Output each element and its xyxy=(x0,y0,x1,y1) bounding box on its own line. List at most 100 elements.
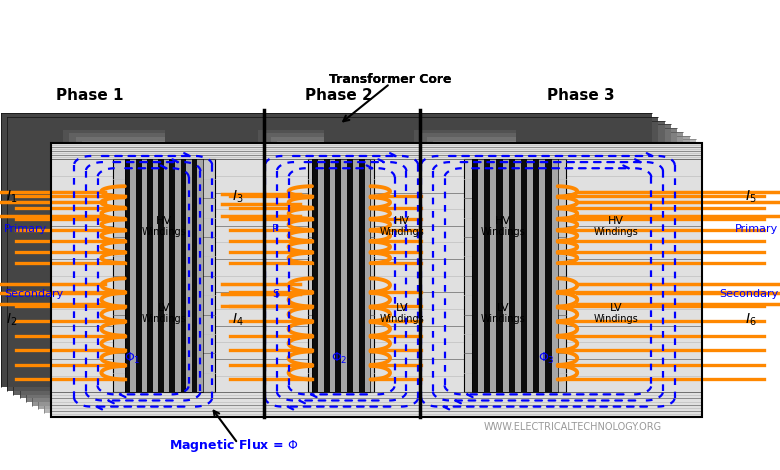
Bar xyxy=(153,159,158,392)
Bar xyxy=(169,159,175,392)
Bar xyxy=(125,159,203,392)
Text: Transformer Core: Transformer Core xyxy=(328,73,452,86)
Bar xyxy=(177,137,271,370)
Bar xyxy=(13,121,665,137)
Bar xyxy=(44,139,696,156)
Bar xyxy=(215,159,308,392)
Text: Magnetic Flux = $\Phi$: Magnetic Flux = $\Phi$ xyxy=(169,437,299,454)
Bar xyxy=(113,159,214,392)
Bar xyxy=(44,156,107,389)
Bar xyxy=(180,159,186,392)
Bar xyxy=(51,392,702,417)
Bar xyxy=(164,159,169,392)
Bar xyxy=(335,159,342,392)
Bar xyxy=(318,159,324,392)
Bar xyxy=(359,159,364,392)
Text: LV: LV xyxy=(158,304,170,313)
Bar xyxy=(38,135,690,152)
Text: Windings: Windings xyxy=(480,313,526,324)
Bar xyxy=(534,159,539,392)
Bar xyxy=(324,159,330,392)
Bar xyxy=(208,156,302,389)
Bar xyxy=(353,159,359,392)
Bar xyxy=(51,143,702,159)
Bar xyxy=(1,130,63,363)
Bar xyxy=(20,374,671,399)
Text: HV: HV xyxy=(394,216,410,226)
Text: LV: LV xyxy=(395,304,408,313)
Bar xyxy=(20,141,82,374)
Bar xyxy=(13,370,665,395)
Bar xyxy=(51,392,702,417)
Text: Windings: Windings xyxy=(379,313,424,324)
Bar xyxy=(356,148,445,381)
Bar xyxy=(324,130,414,363)
Bar xyxy=(528,137,665,370)
Bar xyxy=(192,159,197,392)
Text: $I_6$: $I_6$ xyxy=(745,311,757,328)
Text: $I_4$: $I_4$ xyxy=(232,311,243,328)
Text: Windings: Windings xyxy=(594,313,639,324)
Bar xyxy=(26,144,88,377)
Text: Phase 1: Phase 1 xyxy=(56,88,123,103)
Bar xyxy=(349,144,439,377)
Bar xyxy=(347,159,353,392)
Bar xyxy=(521,159,527,392)
Bar xyxy=(125,159,130,392)
Bar xyxy=(502,159,509,392)
Bar xyxy=(215,159,308,392)
Bar xyxy=(44,389,696,413)
Text: Windings: Windings xyxy=(594,227,639,236)
Text: $I_2$: $I_2$ xyxy=(6,311,18,328)
Text: WWW.ELECTRICALTECHNOLOGY.ORG: WWW.ELECTRICALTECHNOLOGY.ORG xyxy=(484,422,661,432)
Bar xyxy=(202,152,296,385)
Bar xyxy=(171,133,264,367)
Bar xyxy=(496,159,502,392)
Text: Phase 2: Phase 2 xyxy=(306,88,373,103)
Bar xyxy=(484,159,491,392)
Bar xyxy=(183,141,277,374)
Text: Windings: Windings xyxy=(379,227,424,236)
Text: $I_5$: $I_5$ xyxy=(745,188,757,205)
Text: $\Phi_3$: $\Phi_3$ xyxy=(537,351,555,366)
Bar xyxy=(26,128,677,144)
Bar xyxy=(566,159,702,392)
Bar xyxy=(7,367,658,391)
Bar xyxy=(32,381,683,406)
Text: Primary: Primary xyxy=(736,224,778,234)
Bar xyxy=(32,132,683,148)
Bar xyxy=(515,159,521,392)
Bar xyxy=(374,159,464,392)
Bar xyxy=(51,159,113,392)
Bar xyxy=(337,137,427,370)
Text: $I_1$: $I_1$ xyxy=(6,188,18,205)
Bar xyxy=(331,133,420,367)
Bar xyxy=(566,159,702,392)
Text: $\Phi_1$: $\Phi_1$ xyxy=(124,351,141,366)
Bar xyxy=(553,152,690,385)
Bar xyxy=(136,159,141,392)
Bar xyxy=(197,159,203,392)
Text: Secondary: Secondary xyxy=(4,289,63,299)
Bar xyxy=(368,156,458,389)
Text: Windings: Windings xyxy=(480,227,526,236)
Bar xyxy=(312,159,318,392)
Bar xyxy=(1,113,652,130)
Text: HV: HV xyxy=(608,216,624,226)
Bar xyxy=(186,159,192,392)
Bar xyxy=(51,143,702,417)
Bar xyxy=(147,159,153,392)
Bar xyxy=(364,159,370,392)
Bar xyxy=(196,148,289,381)
Bar xyxy=(175,159,180,392)
Bar xyxy=(541,144,677,377)
Bar xyxy=(141,159,147,392)
Bar xyxy=(374,159,464,392)
Bar xyxy=(472,159,558,392)
Bar xyxy=(527,159,534,392)
Bar xyxy=(516,130,652,363)
Text: Transformer Core: Transformer Core xyxy=(328,73,452,86)
Bar xyxy=(51,159,113,392)
Text: S: S xyxy=(271,289,279,299)
Text: Windings: Windings xyxy=(141,227,186,236)
